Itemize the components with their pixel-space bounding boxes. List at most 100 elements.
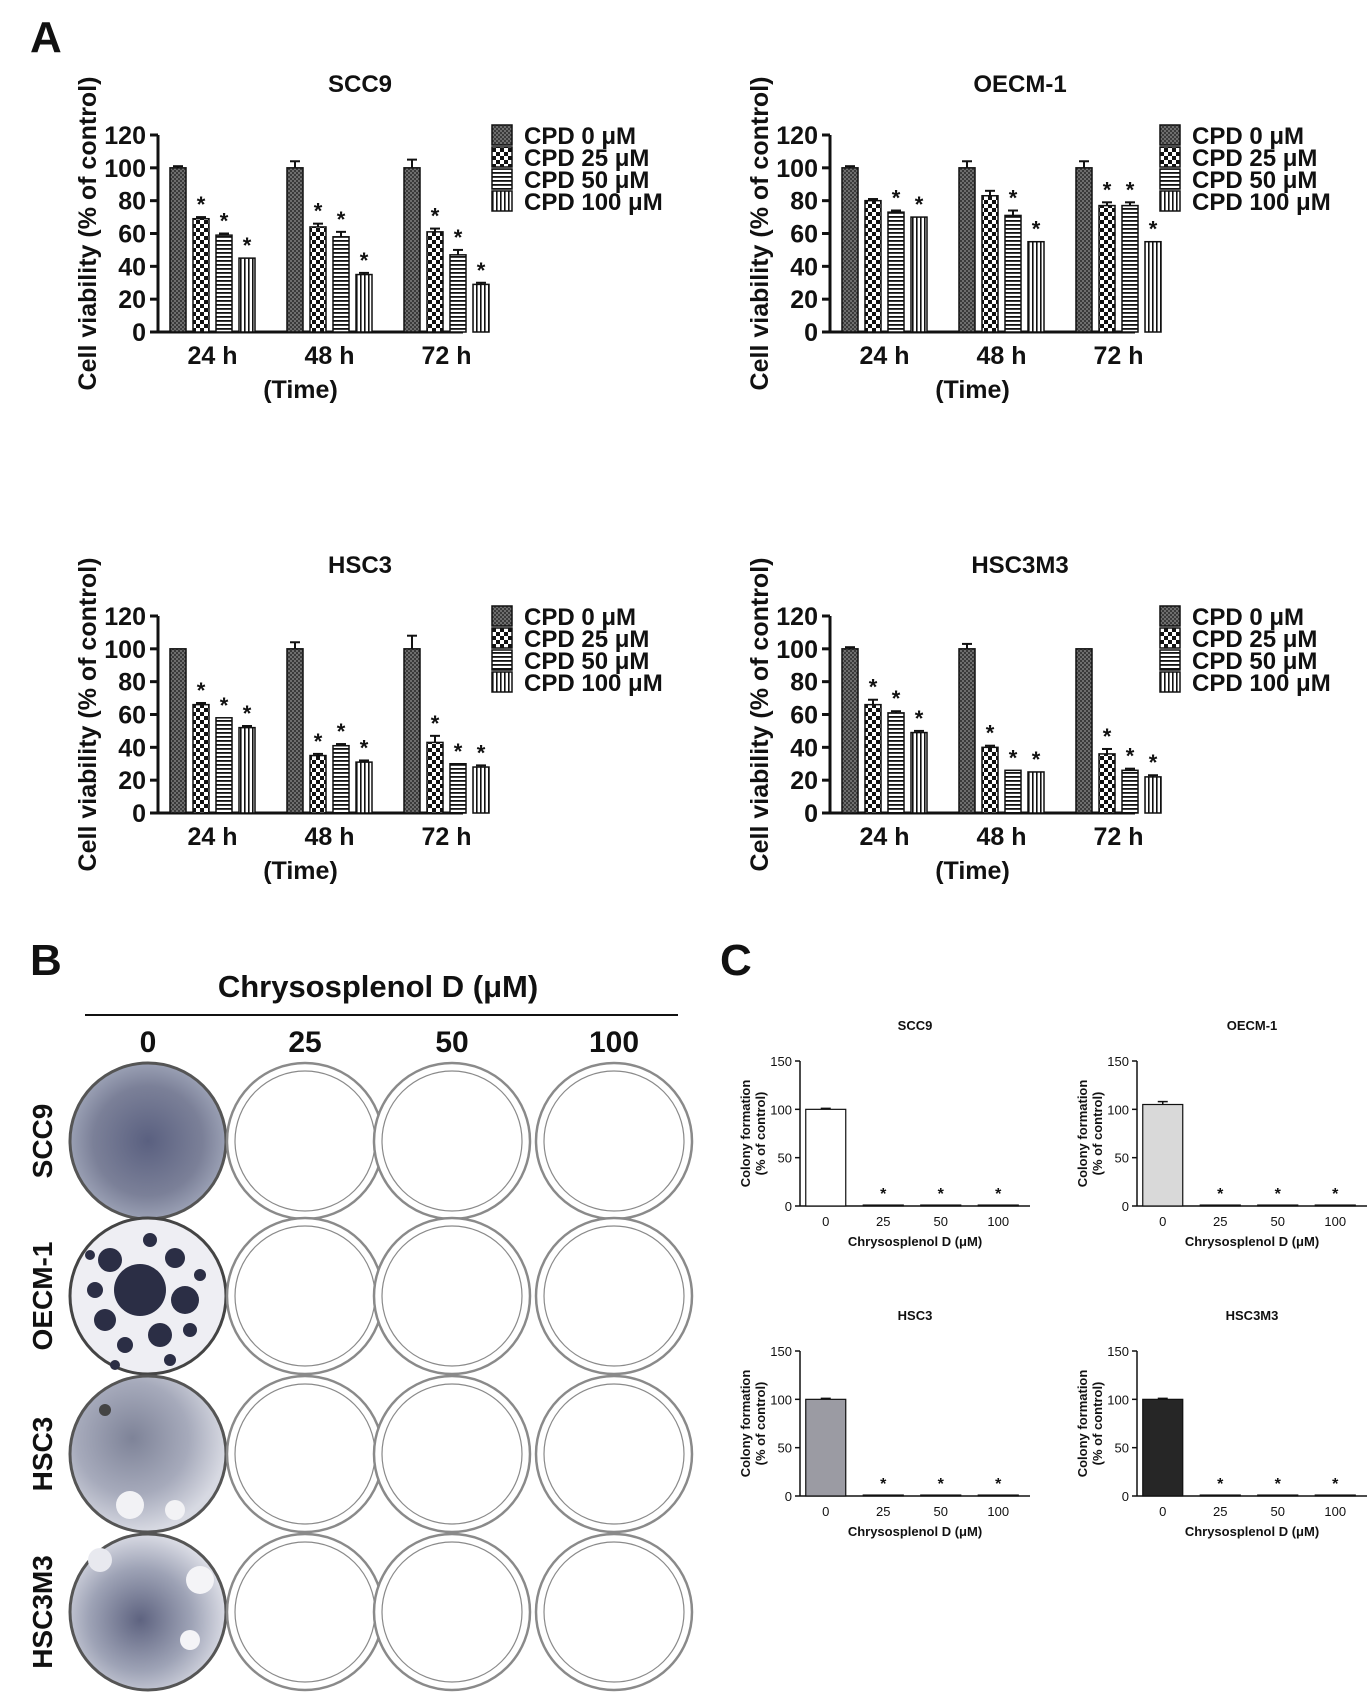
bar [887,712,905,814]
y-axis-label: Cell viability (% of control) [74,77,102,391]
x-tick-label: 50 [934,1214,948,1229]
x-tick-label: 0 [822,1214,829,1229]
bar [862,1204,904,1207]
significance-star: * [1332,1476,1339,1493]
y-tick-label: 60 [790,702,818,730]
x-axis-label: (Time) [263,857,338,885]
legend-swatch [1159,190,1181,212]
legend-label: CPD 100 μM [1192,670,1331,697]
x-tick-label: 24 h [859,342,909,370]
x-tick-label: 72 h [421,823,471,851]
y-tick-label: 60 [790,221,818,249]
x-tick-label: 48 h [304,823,354,851]
significance-star: * [915,192,924,217]
chart-title: HSC3M3 [1226,1308,1279,1323]
significance-star: * [360,735,369,760]
significance-star: * [1149,750,1158,775]
y-tick-label: 0 [804,319,818,347]
significance-star: * [1332,1186,1339,1203]
bar [1144,240,1162,333]
y-tick-label: 100 [770,1102,792,1117]
x-tick-label: 25 [1213,1214,1227,1229]
bar [1257,1494,1299,1497]
bar [1144,776,1162,814]
x-tick-label: 48 h [976,823,1026,851]
legend-label: CPD 25 μM [524,626,649,653]
legend-swatch [491,124,513,146]
y-tick-label: 0 [1122,1199,1129,1214]
x-tick-label: 72 h [421,342,471,370]
y-tick-label: 100 [1107,1102,1129,1117]
chart-title: OECM-1 [973,71,1066,98]
y-tick-label: 120 [104,122,146,150]
bar [841,167,859,333]
chart-title: SCC9 [898,1018,933,1033]
y-axis-label: Colony formation(% of control) [1075,1370,1105,1478]
bar [862,1494,904,1497]
significance-star: * [477,740,486,765]
plate-row-label: OECM-1 [27,1242,58,1351]
bar [1121,204,1139,333]
significance-star: * [314,199,323,224]
y-tick-label: 120 [776,603,818,631]
significance-star: * [431,204,440,229]
chart-title: SCC9 [328,71,392,98]
x-tick-label: 25 [876,1504,890,1519]
bar [910,216,928,333]
bar [981,194,999,333]
significance-star: * [197,678,206,703]
bar [238,257,256,333]
stained-plate-hsc3 [68,1374,228,1534]
significance-star: * [314,729,323,754]
stained-plate-oecm1 [68,1216,228,1376]
plate-column-label: 0 [140,1026,157,1059]
bar [286,167,304,333]
significance-star: * [869,675,878,700]
plate-row-label: SCC9 [27,1104,58,1179]
x-axis-label: Chrysosplenol D (μM) [1185,1234,1319,1249]
stained-plate-scc9 [68,1061,228,1221]
bar [1314,1204,1356,1207]
significance-star: * [243,701,252,726]
significance-star: * [220,209,229,234]
bar [403,648,421,814]
bar [355,761,373,814]
legend-swatch [1159,627,1181,649]
y-tick-label: 0 [785,1199,792,1214]
y-tick-label: 150 [770,1054,792,1069]
significance-star: * [938,1476,945,1493]
bar [215,717,233,814]
bar [920,1494,962,1497]
plate-row-label: HSC3M3 [27,1555,58,1669]
legend-label: CPD 25 μM [1192,626,1317,653]
bar [355,273,373,333]
bar [1075,167,1093,333]
x-tick-label: 0 [822,1504,829,1519]
bar [864,199,882,333]
plate-column-label: 25 [288,1026,321,1059]
bar [1004,214,1022,333]
y-tick-label: 40 [790,734,818,762]
x-axis-label: (Time) [263,376,338,404]
y-tick-label: 0 [132,800,146,828]
legend-label: CPD 0 μM [524,123,636,150]
x-tick-label: 25 [1213,1504,1227,1519]
y-tick-label: 150 [1107,1344,1129,1359]
legend-swatch [1159,605,1181,627]
significance-star: * [1103,177,1112,202]
x-axis-label: Chrysosplenol D (μM) [1185,1524,1319,1539]
x-tick-label: 72 h [1093,342,1143,370]
y-tick-label: 80 [118,669,146,697]
y-tick-label: 100 [104,636,146,664]
x-axis-label: (Time) [935,376,1010,404]
bar [1004,769,1022,814]
significance-star: * [360,248,369,273]
y-tick-label: 120 [104,603,146,631]
x-tick-label: 50 [1271,1214,1285,1229]
legend-swatch [491,605,513,627]
legend-label: CPD 25 μM [1192,145,1317,172]
